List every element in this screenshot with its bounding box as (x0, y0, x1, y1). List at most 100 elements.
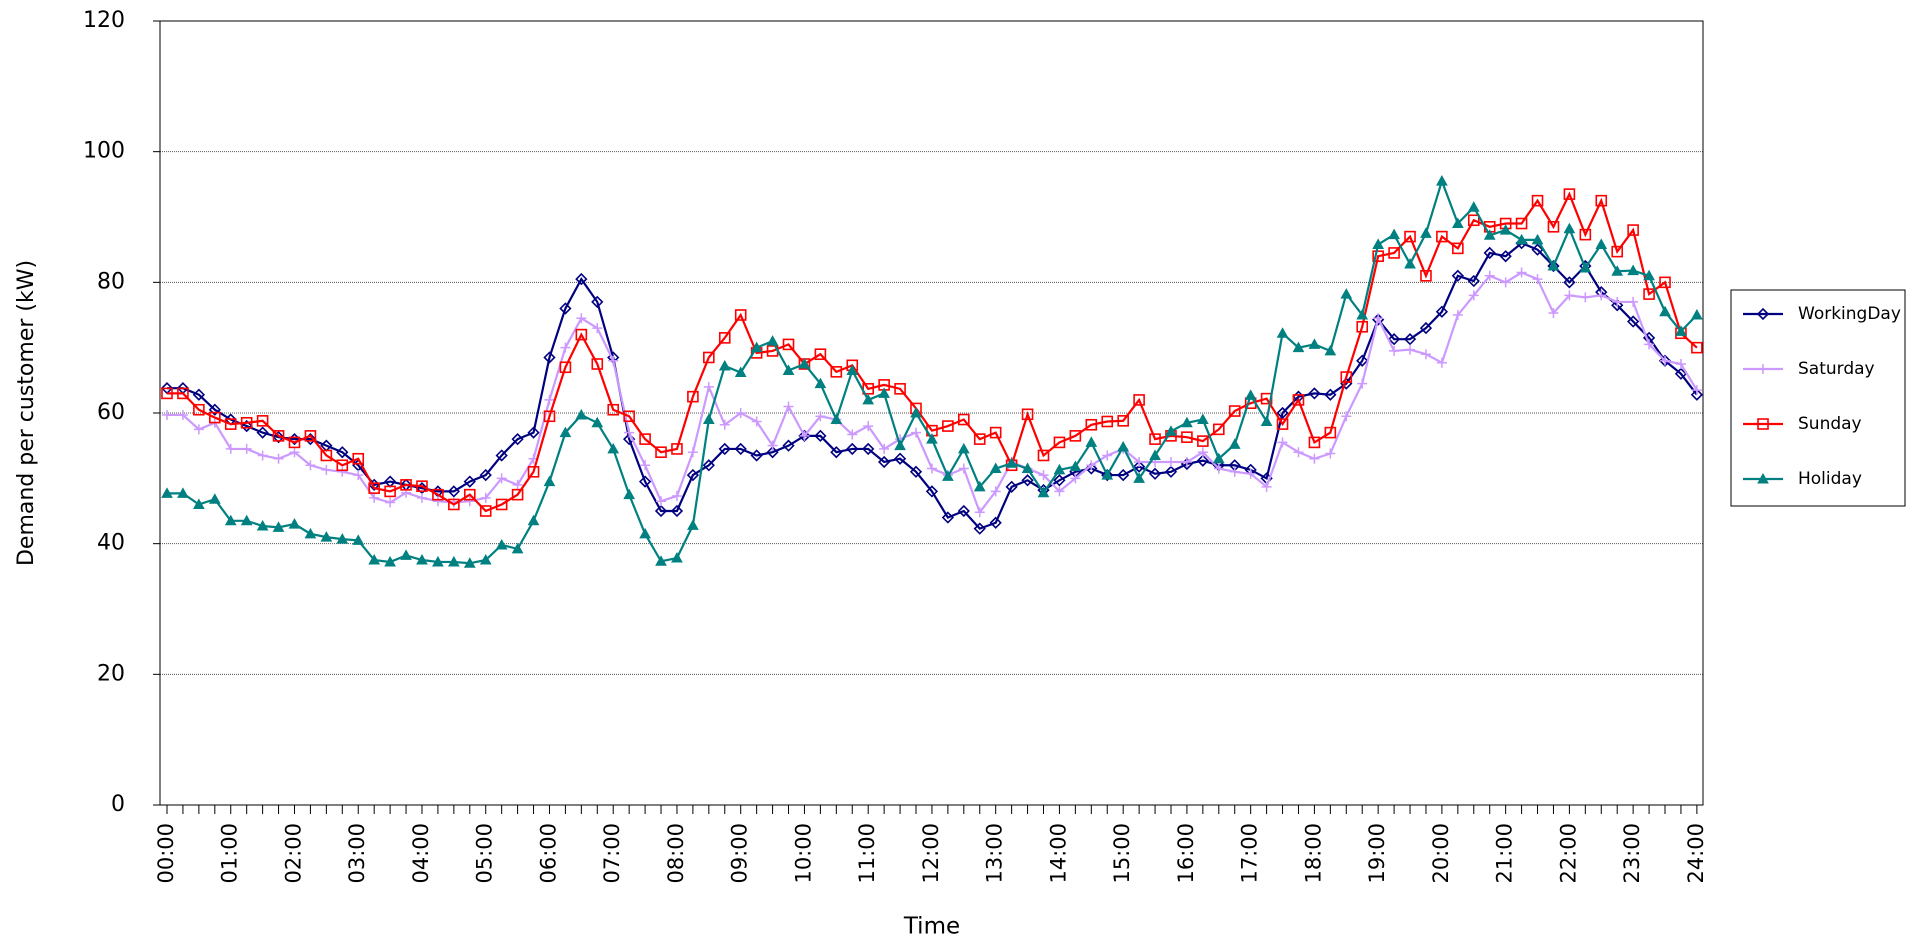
point (1277, 437, 1288, 448)
point (352, 534, 365, 545)
point (368, 482, 380, 494)
point (1308, 338, 1321, 349)
point (1340, 371, 1353, 383)
point (1563, 222, 1576, 234)
point (1435, 305, 1449, 318)
point (432, 555, 444, 567)
point (654, 504, 668, 518)
point (974, 507, 985, 518)
point (607, 442, 620, 454)
x-tick-label: 02:00 (281, 823, 305, 884)
point (910, 406, 922, 418)
point (656, 496, 667, 507)
point (911, 427, 922, 438)
point (863, 421, 874, 432)
point (1468, 290, 1479, 301)
point (1405, 344, 1416, 355)
point (257, 450, 268, 461)
point (782, 364, 795, 376)
point (1309, 453, 1320, 464)
point (273, 453, 284, 464)
point (1117, 468, 1130, 482)
x-tick-label: 01:00 (218, 823, 242, 884)
point (958, 413, 970, 426)
x-tick-label: 07:00 (600, 823, 624, 884)
point (734, 309, 747, 321)
legend-label: Holiday (1798, 469, 1862, 489)
point (909, 465, 923, 478)
point (608, 355, 619, 366)
point (1611, 265, 1624, 276)
x-tick-label: 11:00 (855, 823, 879, 884)
point (1260, 415, 1273, 426)
point (575, 328, 588, 341)
point (1308, 436, 1321, 449)
point (671, 490, 682, 501)
point (1659, 305, 1671, 317)
x-tick-label: 13:00 (983, 823, 1007, 884)
point (814, 348, 827, 361)
point (862, 442, 875, 456)
point (560, 342, 571, 353)
point (240, 514, 253, 526)
point (448, 498, 460, 511)
point (1021, 462, 1034, 474)
point (1387, 333, 1401, 346)
point (1659, 276, 1671, 289)
point (624, 427, 635, 438)
point (256, 426, 269, 439)
point (1532, 274, 1543, 285)
point (1212, 452, 1225, 464)
x-tick-label: 23:00 (1620, 823, 1644, 884)
point (1054, 486, 1065, 497)
point (702, 413, 715, 425)
point (1149, 433, 1161, 445)
point (352, 452, 365, 465)
point (272, 430, 285, 442)
point (639, 433, 651, 445)
point (1324, 388, 1337, 401)
point (783, 401, 794, 412)
point (336, 446, 349, 459)
point (1149, 449, 1161, 460)
point (671, 552, 683, 563)
point (527, 514, 540, 526)
point (1356, 320, 1369, 333)
point (289, 447, 300, 458)
point (1467, 201, 1480, 212)
point (1483, 229, 1496, 240)
y-axis-title: Demand per customer (kW) (14, 260, 39, 566)
point (1070, 473, 1081, 484)
point (1515, 217, 1528, 230)
point (463, 557, 476, 568)
point (368, 553, 381, 565)
point (830, 366, 843, 378)
point (463, 488, 476, 501)
point (957, 442, 970, 454)
point (177, 409, 188, 420)
y-tick-label: 60 (97, 400, 125, 425)
point (1117, 440, 1130, 452)
point (1564, 290, 1575, 301)
point (925, 485, 939, 498)
point (973, 522, 986, 535)
point (687, 390, 699, 403)
point (480, 492, 491, 503)
point (1261, 481, 1272, 492)
point (990, 486, 1001, 497)
x-axis-title: Time (903, 914, 960, 940)
point (958, 463, 969, 474)
point (479, 468, 492, 482)
point (1467, 274, 1480, 288)
series-line (167, 177, 1698, 565)
point (1419, 321, 1433, 335)
point (447, 485, 460, 498)
point (1134, 457, 1145, 467)
point (814, 377, 827, 389)
point (464, 496, 475, 507)
point (1675, 359, 1686, 369)
x-tick-label: 10:00 (791, 823, 815, 884)
point (495, 498, 508, 511)
point (400, 549, 412, 560)
